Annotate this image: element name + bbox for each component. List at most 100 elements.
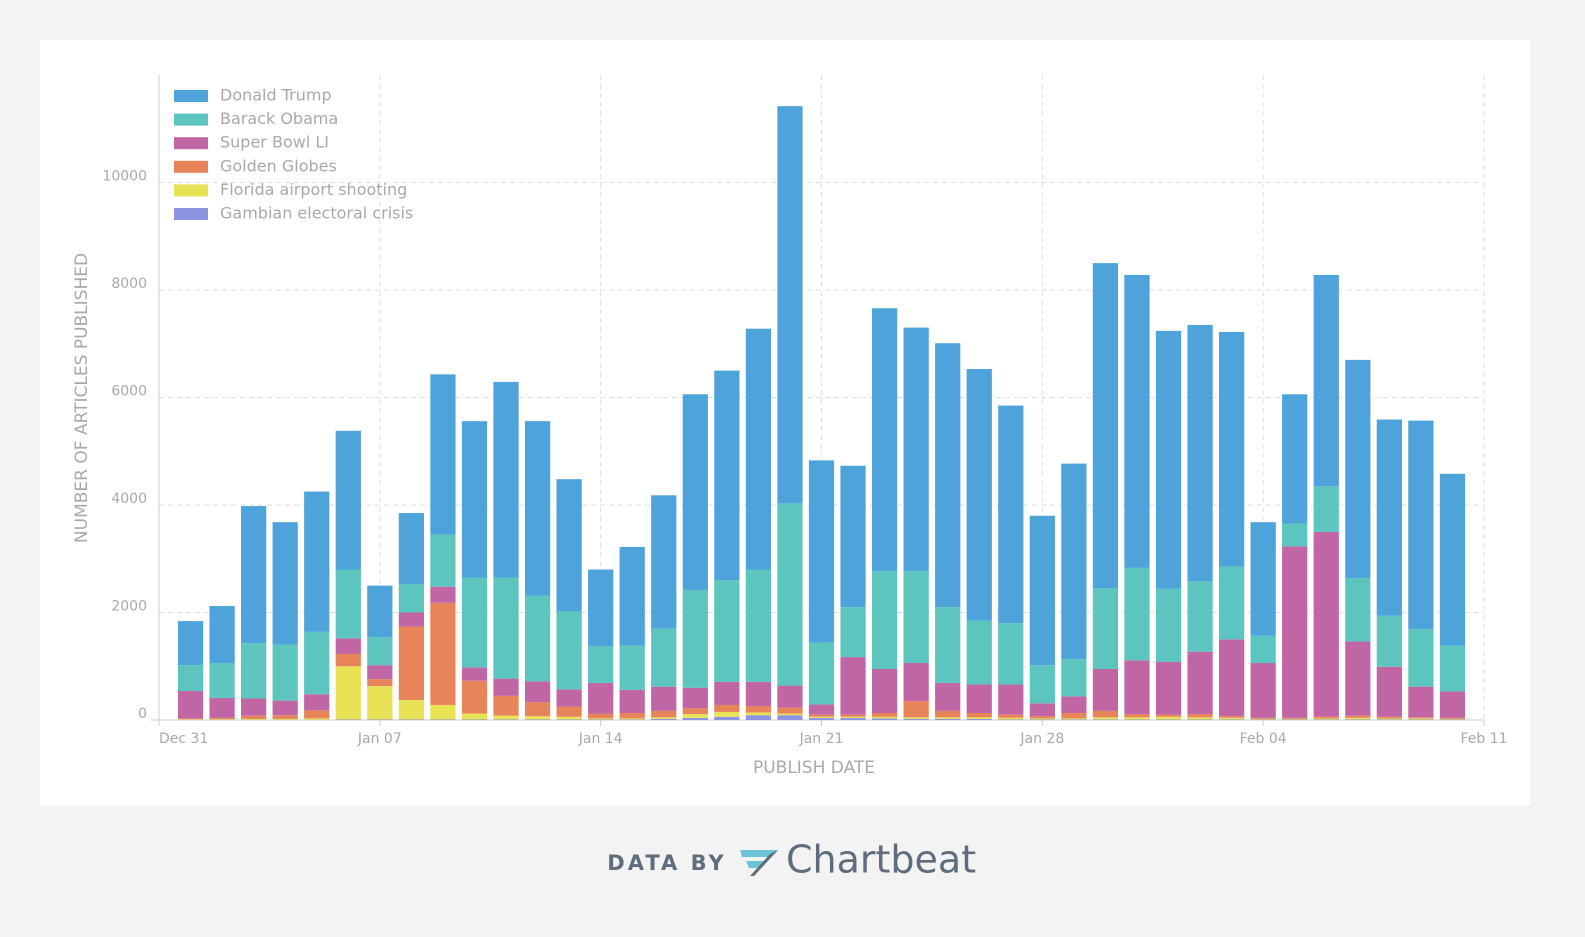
bar-segment <box>903 717 929 719</box>
bar-segment <box>461 667 488 681</box>
bar-segment <box>998 714 1024 718</box>
legend-label: Florida airport shooting <box>220 180 407 199</box>
bar-segment <box>177 718 204 720</box>
bar-segment <box>998 717 1024 720</box>
bar-segment <box>966 369 992 621</box>
bar-segment <box>335 653 361 667</box>
bar-segment <box>871 718 898 720</box>
bar-segment <box>1313 718 1339 720</box>
bar-segment <box>777 685 803 708</box>
bar-segment <box>1345 578 1371 642</box>
bar-segment <box>398 719 424 720</box>
bar-segment <box>998 405 1024 624</box>
bar-segment <box>241 715 267 719</box>
bar-segment <box>903 701 929 718</box>
logo-slash <box>750 850 778 876</box>
bar-segment <box>304 718 330 720</box>
bar-segment <box>777 707 803 714</box>
bar-segment <box>1439 645 1466 692</box>
bar-segment <box>1250 522 1276 636</box>
bar-segment <box>935 607 961 683</box>
bar-segment <box>777 713 803 716</box>
bar-segment <box>524 702 551 717</box>
bar-segment <box>524 681 551 703</box>
x-axis-label: PUBLISH DATE <box>753 758 875 778</box>
bar-segment <box>304 694 330 711</box>
bar-segment <box>588 569 614 647</box>
bar-segment <box>461 719 488 720</box>
bar-segment <box>493 678 519 696</box>
bar-segment <box>714 716 740 720</box>
bar-segment <box>1408 718 1434 720</box>
bar-segment <box>1124 660 1150 715</box>
bar-segment <box>1155 719 1182 720</box>
bar-segment <box>1408 629 1434 687</box>
bar-segment <box>966 620 992 685</box>
bar-segment <box>461 577 488 668</box>
bar-segment <box>966 684 992 714</box>
y-tick-label: 10000 <box>102 169 147 185</box>
logo-stripe <box>740 850 778 857</box>
bar-segment <box>272 644 298 701</box>
bar-segment <box>651 686 677 711</box>
bar-segment <box>1345 641 1371 716</box>
bar-segment <box>1219 566 1245 640</box>
bar-segment <box>304 631 330 695</box>
bar-segment <box>1061 463 1087 660</box>
bar-segment <box>430 586 456 603</box>
bar-segment <box>1029 718 1055 720</box>
bar-segment <box>556 479 582 612</box>
x-tick-label: Jan 14 <box>578 731 623 747</box>
bar-segment <box>367 686 393 720</box>
bar-segment <box>493 381 519 578</box>
bar-segment <box>1376 666 1402 717</box>
y-tick-label: 2000 <box>111 599 147 615</box>
bar-segment <box>367 679 393 687</box>
bar-segment <box>430 534 456 587</box>
legend-label: Gambian electoral crisis <box>220 204 413 223</box>
footer-prefix: DATA BY <box>607 851 726 875</box>
bar-segment <box>1029 719 1055 720</box>
bar-segment <box>1219 717 1245 720</box>
x-tick-label: Dec 31 <box>159 731 208 747</box>
bar-segment <box>1029 515 1055 666</box>
legend-label: Donald Trump <box>220 86 332 105</box>
bar-segment <box>871 308 898 572</box>
bar-segment <box>745 569 772 682</box>
bar-segment <box>241 643 267 699</box>
bar-segment <box>1376 716 1402 719</box>
bar-segment <box>1439 718 1466 720</box>
bar-segment <box>745 681 772 707</box>
bar-segment <box>335 430 361 570</box>
bar-segment <box>1092 668 1119 711</box>
bar-segment <box>840 714 866 717</box>
bar-segment <box>209 663 235 698</box>
footer-brand: Chartbeat <box>786 838 976 882</box>
bar-segment <box>745 328 772 570</box>
bar-segment <box>651 495 677 629</box>
bar-segment <box>1187 651 1213 715</box>
bar-segment <box>1092 717 1119 720</box>
bar-segment <box>524 716 551 720</box>
bar-segment <box>1250 663 1276 718</box>
bar-segment <box>335 719 361 720</box>
bar-segment <box>1124 274 1150 568</box>
bar-segment <box>840 657 866 715</box>
bar-segment <box>840 465 866 608</box>
bar-segment <box>524 595 551 682</box>
legend-swatch <box>174 208 208 220</box>
bar-segment <box>398 612 424 627</box>
bar-segment <box>556 719 582 720</box>
legend-label: Golden Globes <box>220 156 337 175</box>
bar-segment <box>745 706 772 713</box>
bar-segment <box>935 718 961 720</box>
bar-segment <box>272 700 298 716</box>
bar-segment <box>619 719 645 720</box>
bar-segment <box>524 719 551 720</box>
bar-segment <box>335 666 361 720</box>
bar-segment <box>588 682 614 714</box>
bar-segment <box>209 717 235 720</box>
bar-segment <box>1124 567 1150 661</box>
bar-segment <box>1282 394 1308 524</box>
bar-segment <box>998 719 1024 720</box>
